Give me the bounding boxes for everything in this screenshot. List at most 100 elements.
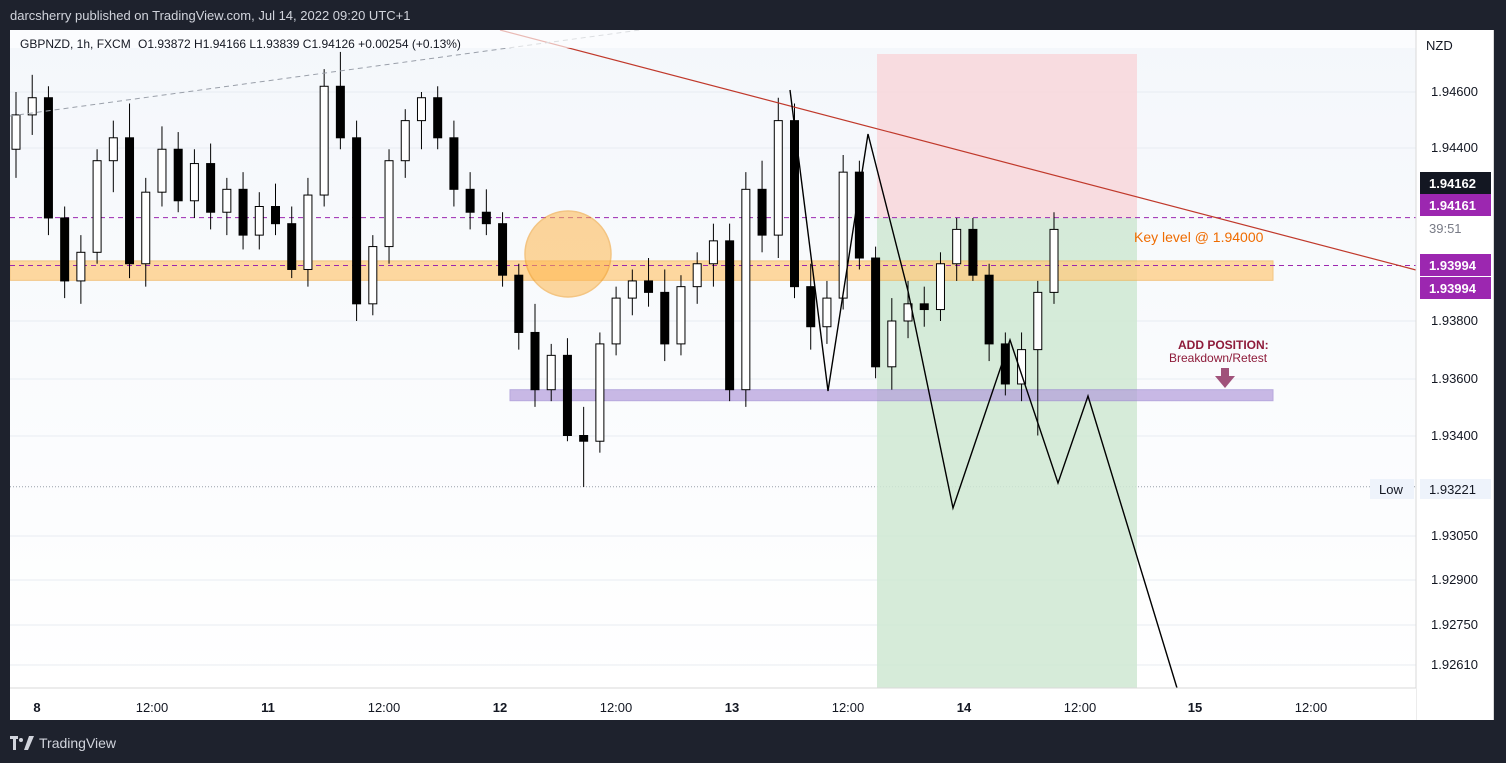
candle-up — [952, 228, 962, 265]
candle-up — [1033, 291, 1043, 351]
svg-text:39:51: 39:51 — [1429, 221, 1462, 236]
candle-down — [644, 280, 654, 293]
candle-down — [335, 85, 345, 139]
highlight-circle — [524, 210, 612, 298]
candle-up — [611, 297, 621, 345]
time-tick-label: 12:00 — [1064, 700, 1097, 715]
price-tick-label: 1.94600 — [1431, 84, 1478, 99]
time-tick-label: 12:00 — [832, 700, 865, 715]
candle-down — [481, 211, 491, 225]
candle-up — [254, 206, 264, 236]
candle-down — [433, 97, 443, 139]
time-axis-ticks: 8 12:00 11 12:00 12 12:00 13 12:00 14 12:00 15 12:0… — [33, 700, 1327, 715]
chart-frame[interactable]: Key level @ 1.94000 ADD POSITION: Breakd… — [9, 29, 1494, 720]
price-axis-ticks: 1.94600 1.94400 1.93800 1.93600 1.93400 1.930… — [1431, 84, 1478, 672]
time-tick-label: 14 — [957, 700, 972, 715]
svg-text:1.94161: 1.94161 — [1429, 198, 1476, 213]
price-tick-label: 1.92900 — [1431, 572, 1478, 587]
candle-up — [887, 320, 897, 368]
candle-up — [741, 188, 751, 391]
candle-up — [319, 85, 329, 196]
retest-zone — [509, 389, 1274, 402]
publisher-bar: darcsherry published on TradingView.com,… — [0, 0, 1506, 30]
candle-down — [173, 148, 183, 202]
countdown-tag: 39:51 — [1420, 217, 1491, 237]
svg-text:1.93221: 1.93221 — [1429, 482, 1476, 497]
candle-up — [303, 194, 313, 270]
candle-up — [692, 263, 702, 288]
annotation-labels: Key level @ 1.94000 ADD POSITION: Breakd… — [1134, 229, 1269, 365]
candle-down — [514, 274, 524, 333]
candle-down — [806, 286, 816, 328]
candle-up — [222, 188, 232, 213]
candle-up — [416, 97, 426, 122]
time-tick-label: 12 — [493, 700, 507, 715]
candle-up — [92, 160, 102, 253]
brand[interactable]: TradingView — [10, 735, 116, 751]
candle-up — [108, 137, 118, 162]
time-tick-label: 12:00 — [136, 700, 169, 715]
price-tick-label: 1.94400 — [1431, 140, 1478, 155]
ohlc-readout: O1.93872 H1.94166 L1.93839 C1.94126 +0.0… — [138, 37, 461, 51]
candle-up — [141, 191, 151, 265]
candles-layer — [11, 51, 1059, 488]
candle-down — [919, 303, 929, 311]
candle-down — [757, 188, 767, 236]
price-axis[interactable] — [1416, 30, 1493, 720]
candle-down — [449, 137, 459, 190]
stop-loss-zone — [877, 54, 1137, 218]
price-tick-label: 1.93400 — [1431, 428, 1478, 443]
candle-down — [725, 240, 735, 391]
purple-top-tag: 1.94161 — [1420, 194, 1491, 216]
candle-up — [157, 148, 167, 193]
candle-down — [271, 206, 280, 225]
low-tag: Low 1.93221 — [1370, 479, 1491, 499]
candle-up — [384, 160, 394, 248]
purple-low-tag-1: 1.93994 — [1420, 254, 1491, 276]
candle-up — [676, 286, 686, 345]
candle-up — [708, 240, 718, 265]
add-position-title: ADD POSITION: — [1178, 338, 1269, 352]
candle-down — [43, 97, 53, 219]
overlay-lines — [9, 29, 1417, 689]
candle-up — [546, 354, 556, 391]
time-tick-label: 12:00 — [600, 700, 633, 715]
price-tick-label: 1.92610 — [1431, 657, 1478, 672]
price-tick-label: 1.92750 — [1431, 617, 1478, 632]
tradingview-logo-icon — [10, 736, 34, 750]
plot-background — [10, 30, 1416, 688]
purple-low-tag-2: 1.93994 — [1420, 277, 1491, 299]
candle-down — [465, 188, 475, 213]
candle-up — [76, 251, 86, 282]
svg-text:Low: Low — [1379, 482, 1403, 497]
time-tick-label: 8 — [33, 700, 40, 715]
candle-down — [206, 163, 216, 213]
candle-up — [11, 114, 21, 150]
candle-down — [238, 188, 248, 236]
price-tick-label: 1.93600 — [1431, 371, 1478, 386]
time-tick-label: 12:00 — [1295, 700, 1328, 715]
add-position-subtitle: Breakdown/Retest — [1169, 351, 1268, 365]
price-tick-label: 1.93800 — [1431, 313, 1478, 328]
add-position-arrow — [1215, 368, 1235, 388]
candle-down — [287, 223, 297, 270]
candle-down — [660, 291, 670, 345]
time-tick-label: 15 — [1188, 700, 1202, 715]
candle-down — [984, 274, 994, 345]
candle-up — [368, 246, 378, 305]
target-zone — [877, 217, 1137, 688]
price-chart[interactable]: Key level @ 1.94000 ADD POSITION: Breakd… — [9, 29, 1493, 720]
candle-up — [595, 343, 605, 442]
candle-up — [773, 120, 783, 236]
candle-up — [189, 163, 199, 202]
candle-down — [968, 228, 978, 276]
time-axis[interactable] — [10, 688, 1416, 720]
grid-lines — [10, 91, 1416, 666]
candle-down — [498, 223, 508, 276]
key-level-label: Key level @ 1.94000 — [1134, 229, 1264, 245]
currency-label: NZD — [1426, 38, 1453, 53]
candle-down — [60, 217, 70, 282]
candle-down — [562, 354, 572, 437]
candle-down — [871, 257, 881, 368]
svg-text:1.94162: 1.94162 — [1429, 176, 1476, 191]
